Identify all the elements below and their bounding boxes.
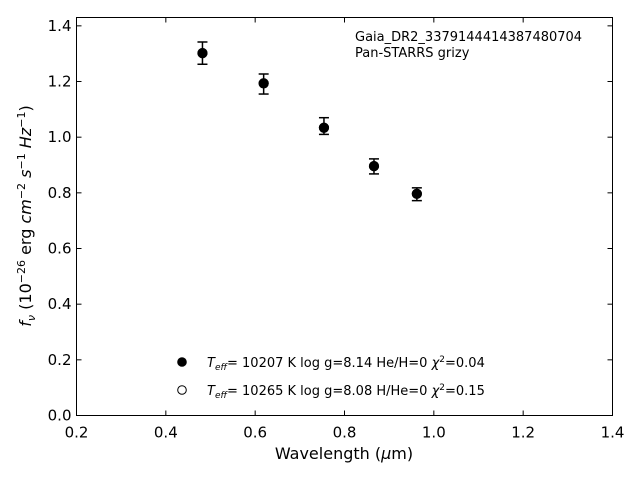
legend-marker-filled	[177, 357, 187, 367]
annotation-object-id: Gaia_DR2_3379144414387480704	[355, 30, 582, 45]
legend-entry-label: Teff= 10207 K log g=8.14 He/H=0 χ2=0.04	[207, 355, 485, 373]
y-tick-label: 1.0	[48, 128, 72, 146]
x-tick-label: 1.0	[422, 424, 446, 442]
y-tick-label: 0.0	[48, 407, 72, 425]
data-marks	[197, 41, 422, 202]
plot-frame	[76, 17, 613, 416]
legend-marker-open	[177, 385, 187, 395]
x-axis-label: Wavelength (μm)	[275, 444, 413, 463]
legend-entry-label: Teff= 10265 K log g=8.08 H/He=0 χ2=0.15	[207, 383, 485, 401]
legend: Teff= 10207 K log g=8.14 He/H=0 χ2=0.04 T…	[177, 355, 485, 401]
model-point-open	[368, 161, 380, 172]
y-tick-label: 0.4	[48, 295, 72, 313]
annotation-survey: Pan-STARRS grizy	[355, 46, 470, 61]
x-tick-label: 0.8	[333, 424, 357, 442]
y-tick-label: 0.2	[48, 351, 72, 369]
y-tick-label: 1.2	[48, 73, 72, 91]
y-tick-label: 0.8	[48, 184, 72, 202]
model-point-open	[258, 78, 269, 89]
x-tick-label: 0.2	[65, 424, 89, 442]
y-tick-label: 1.4	[48, 17, 72, 35]
y-tick-label: 0.6	[48, 240, 72, 258]
x-tick-label: 1.4	[601, 424, 625, 442]
x-tick-label: 1.2	[511, 424, 535, 442]
model-point-open	[318, 122, 330, 133]
x-tick-label: 0.6	[243, 424, 267, 442]
axes-layer: 0.2 0.4 0.6 0.8 1.0 1.2 1.40.00.20.40.60.81.01…	[48, 17, 625, 442]
model-point-open	[197, 48, 208, 59]
x-tick-label: 0.4	[154, 424, 178, 442]
y-axis-label: fν (10−26 erg cm−2 s−1 Hz−1)	[15, 105, 38, 326]
model-point-open	[411, 188, 422, 200]
